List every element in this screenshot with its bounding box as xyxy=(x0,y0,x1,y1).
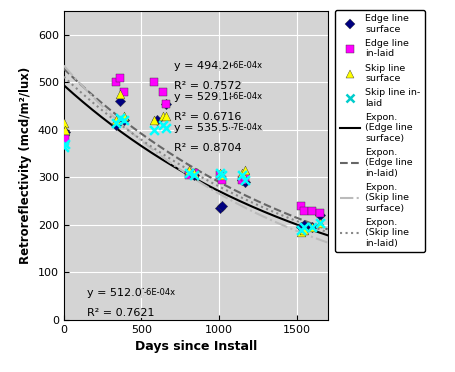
Point xyxy=(217,170,224,176)
Point xyxy=(241,167,248,173)
Point xyxy=(238,170,246,176)
Point xyxy=(316,219,324,225)
Point xyxy=(298,203,305,209)
Point xyxy=(121,113,128,119)
Point xyxy=(238,177,246,183)
Text: y = 494.26e: y = 494.26e xyxy=(174,61,243,71)
Point xyxy=(298,229,305,235)
Legend: Edge line
surface, Edge line
in-laid, Skip line
surface, Skip line in-
laid, Exp: Edge line surface, Edge line in-laid, Sk… xyxy=(335,10,425,252)
Point xyxy=(241,174,248,180)
Point xyxy=(300,208,307,214)
Point xyxy=(61,127,69,133)
Text: y = 512.07e: y = 512.07e xyxy=(87,288,156,298)
Point xyxy=(159,113,167,119)
Point xyxy=(218,177,226,183)
Point xyxy=(162,125,170,131)
Point xyxy=(121,89,128,95)
Point xyxy=(300,222,307,228)
Point xyxy=(150,127,157,133)
Point xyxy=(61,139,68,145)
Point xyxy=(218,172,226,178)
Point xyxy=(298,224,305,230)
Text: R² = 0.6716: R² = 0.6716 xyxy=(174,112,241,122)
Point xyxy=(121,118,128,124)
Point xyxy=(300,227,307,232)
Point xyxy=(316,212,324,218)
Text: R² = 0.7572: R² = 0.7572 xyxy=(174,81,242,91)
Point xyxy=(116,91,123,97)
Point xyxy=(191,172,198,178)
Point xyxy=(191,170,198,176)
Point xyxy=(308,224,316,230)
Text: -6E-04x: -6E-04x xyxy=(231,92,263,101)
Y-axis label: Retroreflectivity (mcd/m²/lux): Retroreflectivity (mcd/m²/lux) xyxy=(19,67,32,264)
Point xyxy=(116,99,123,105)
Point xyxy=(61,129,69,135)
Point xyxy=(300,224,307,230)
Text: R² = 0.8704: R² = 0.8704 xyxy=(174,143,242,153)
Point xyxy=(218,172,226,178)
Point xyxy=(217,172,224,178)
Text: -6E-04x: -6E-04x xyxy=(144,288,176,296)
Point xyxy=(217,170,224,176)
Point xyxy=(150,118,157,124)
Text: R² = 0.7621: R² = 0.7621 xyxy=(87,308,155,318)
Text: y = 535.54e: y = 535.54e xyxy=(174,123,243,133)
Point xyxy=(162,113,170,119)
Point xyxy=(217,205,224,211)
Point xyxy=(316,219,324,225)
Point xyxy=(186,170,193,176)
Point xyxy=(191,170,198,176)
Point xyxy=(308,224,316,230)
Point xyxy=(116,75,123,81)
Point xyxy=(113,120,120,126)
Point xyxy=(113,122,120,128)
Point xyxy=(238,177,246,183)
Point xyxy=(186,170,193,176)
Point xyxy=(116,115,123,121)
Point xyxy=(113,80,120,86)
Point xyxy=(241,179,248,185)
Text: -7E-04x: -7E-04x xyxy=(230,123,263,132)
Point xyxy=(61,120,68,126)
Point xyxy=(162,101,170,107)
Point xyxy=(298,227,305,232)
Point xyxy=(61,144,68,150)
Point xyxy=(191,172,198,178)
Point xyxy=(153,118,161,124)
Point xyxy=(308,208,316,214)
Point xyxy=(316,210,324,216)
Point xyxy=(186,172,193,178)
Point xyxy=(61,132,68,138)
Point xyxy=(113,118,120,124)
X-axis label: Days since Install: Days since Install xyxy=(135,340,257,353)
Point xyxy=(186,167,193,173)
Point xyxy=(218,203,226,209)
Point xyxy=(238,172,246,178)
Text: -6E-04x: -6E-04x xyxy=(231,61,263,70)
Point xyxy=(159,89,167,95)
Point xyxy=(150,80,157,86)
Point xyxy=(162,101,170,107)
Point xyxy=(61,141,69,147)
Point xyxy=(241,177,248,183)
Point xyxy=(121,118,128,124)
Point xyxy=(159,122,167,128)
Text: y = 529.18e: y = 529.18e xyxy=(174,92,243,102)
Point xyxy=(61,137,69,142)
Point xyxy=(308,224,316,230)
